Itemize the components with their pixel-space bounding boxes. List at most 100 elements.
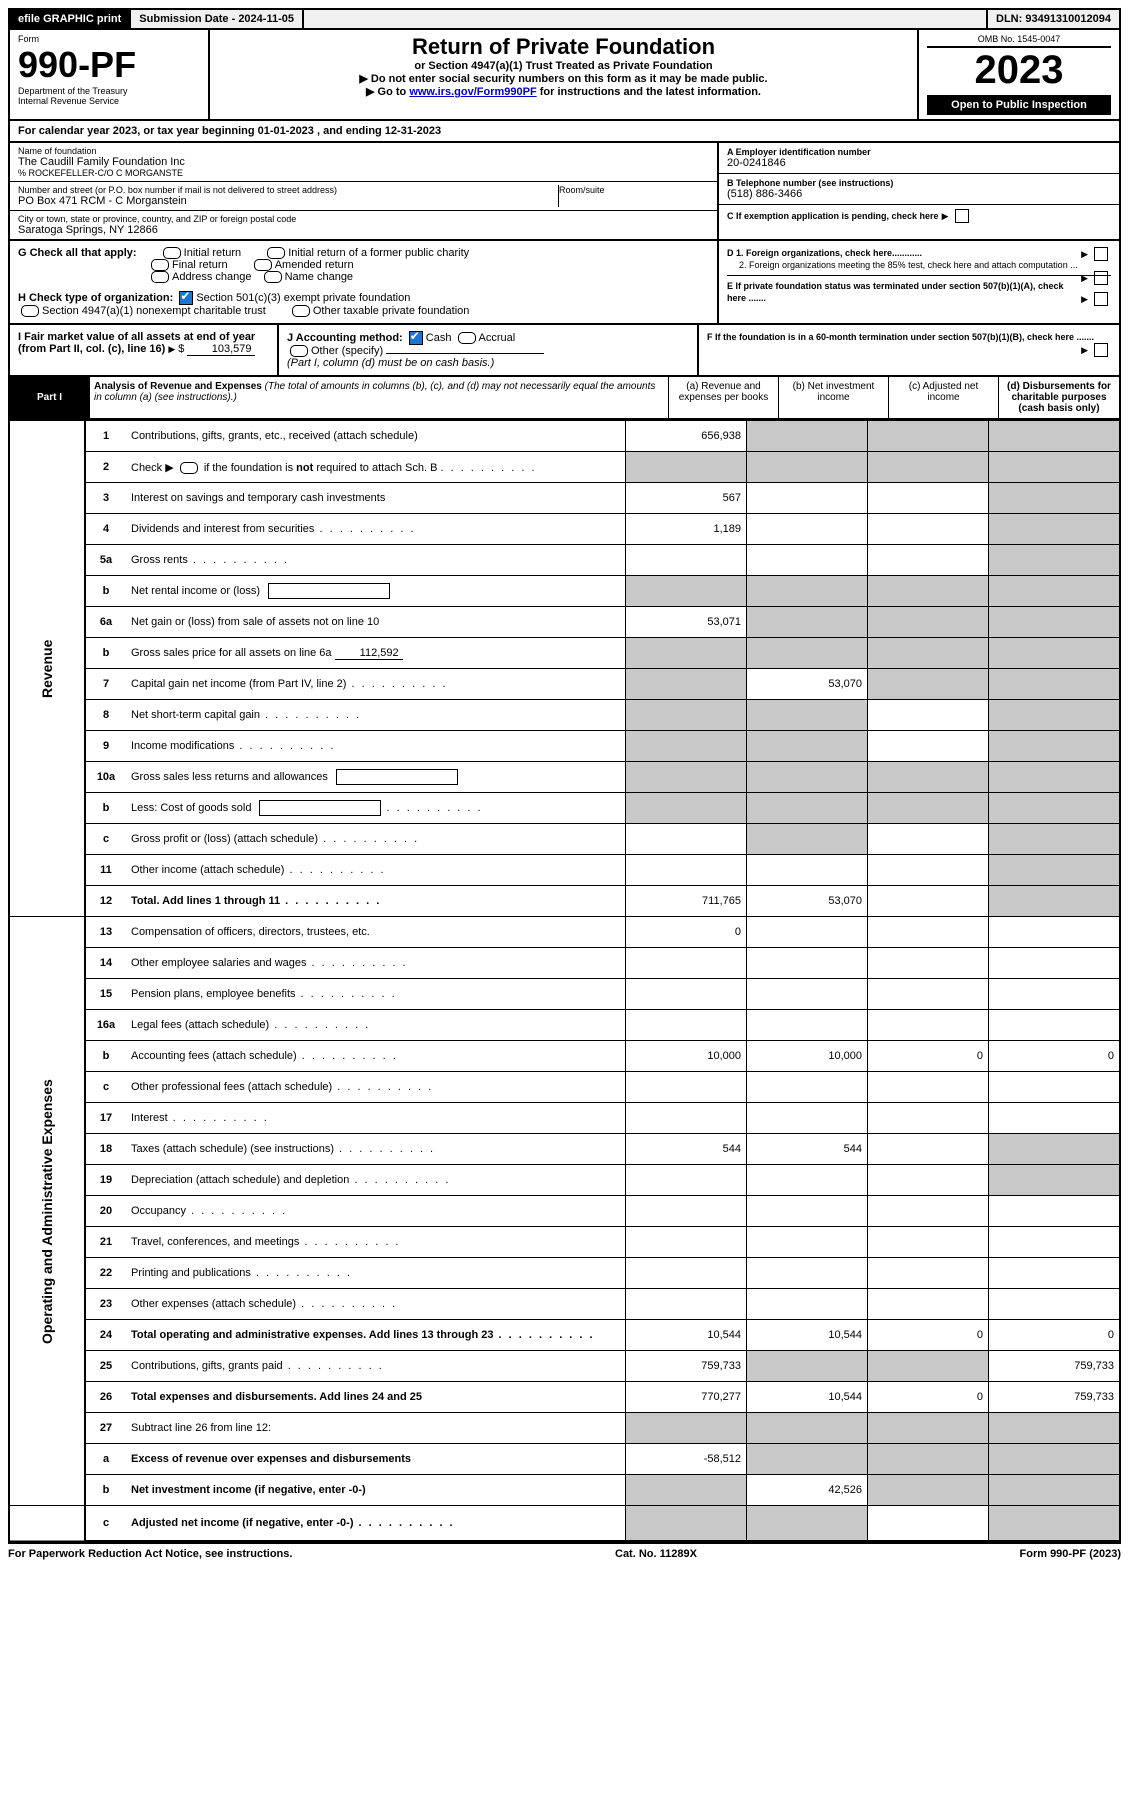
line-5b-desc: Net rental income or (loss) (126, 576, 626, 607)
line-16b-c: 0 (868, 1041, 989, 1072)
line-16a-desc: Legal fees (attach schedule) (126, 1010, 626, 1041)
phone-label: B Telephone number (see instructions) (727, 178, 1111, 188)
line-13-a: 0 (626, 917, 747, 948)
form-header: Form 990-PF Department of the Treasury I… (8, 30, 1121, 121)
col-c-head: (c) Adjusted net income (889, 377, 999, 418)
col-a-head: (a) Revenue and expenses per books (669, 377, 779, 418)
line-12-a: 711,765 (626, 886, 747, 917)
phone: (518) 886-3466 (727, 188, 1111, 200)
g-initial-checkbox[interactable] (163, 247, 181, 259)
city-label: City or town, state or province, country… (18, 214, 709, 224)
line-4-a: 1,189 (626, 514, 747, 545)
line-5b-input[interactable] (268, 583, 390, 599)
line-26-c: 0 (868, 1382, 989, 1413)
line-24-desc: Total operating and administrative expen… (126, 1320, 626, 1351)
j-other-input[interactable] (386, 353, 544, 354)
open-to-public: Open to Public Inspection (927, 95, 1111, 115)
g-address-checkbox[interactable] (151, 271, 169, 283)
line-11-desc: Other income (attach schedule) (126, 855, 626, 886)
line-26-a: 770,277 (626, 1382, 747, 1413)
line-7-desc: Capital gain net income (from Part IV, l… (126, 669, 626, 700)
line-19-desc: Depreciation (attach schedule) and deple… (126, 1165, 626, 1196)
arrow-icon (1081, 247, 1111, 261)
line-24-d: 0 (989, 1320, 1121, 1351)
omb-number: OMB No. 1545-0047 (927, 34, 1111, 48)
h3-checkbox[interactable] (292, 305, 310, 317)
line-10a-desc: Gross sales less returns and allowances (126, 762, 626, 793)
h-label: H Check type of organization: (18, 292, 173, 304)
line-27a-desc: Excess of revenue over expenses and disb… (126, 1444, 626, 1475)
line-10a-input[interactable] (336, 769, 458, 785)
h2-checkbox[interactable] (21, 305, 39, 317)
arrow-icon (1081, 292, 1111, 306)
line-4-desc: Dividends and interest from securities (126, 514, 626, 545)
line-21-desc: Travel, conferences, and meetings (126, 1227, 626, 1258)
part1-label: Part I (10, 377, 90, 418)
line-2-desc: Check ▶ if the foundation is not require… (126, 452, 626, 483)
g-former-checkbox[interactable] (267, 247, 285, 259)
submission-date: Submission Date - 2024-11-05 (131, 10, 304, 28)
line-27b-b: 42,526 (747, 1475, 868, 1506)
line-26-d: 759,733 (989, 1382, 1121, 1413)
j-accrual-checkbox[interactable] (458, 332, 476, 344)
form-note2: ▶ Go to www.irs.gov/Form990PF for instru… (218, 85, 909, 98)
line-25-a: 759,733 (626, 1351, 747, 1382)
checkbox-section: G Check all that apply: Initial return I… (8, 241, 1121, 325)
form-subtitle: or Section 4947(a)(1) Trust Treated as P… (218, 60, 909, 72)
foundation-name: The Caudill Family Foundation Inc (18, 156, 709, 168)
line-17-desc: Interest (126, 1103, 626, 1134)
dln: DLN: 93491310012094 (986, 10, 1119, 28)
g-final-checkbox[interactable] (151, 259, 169, 271)
d2-checkbox[interactable] (1094, 271, 1108, 285)
d2-label: 2. Foreign organizations meeting the 85%… (739, 260, 1078, 270)
arrow-icon (1081, 343, 1111, 357)
line-25-desc: Contributions, gifts, grants paid (126, 1351, 626, 1382)
c-checkbox[interactable] (955, 209, 969, 223)
e-checkbox[interactable] (1094, 292, 1108, 306)
col-b-head: (b) Net investment income (779, 377, 889, 418)
line-16b-desc: Accounting fees (attach schedule) (126, 1041, 626, 1072)
i-j-row: I Fair market value of all assets at end… (8, 325, 1121, 377)
irs-label: Internal Revenue Service (18, 96, 200, 106)
line-18-a: 544 (626, 1134, 747, 1165)
line-27c-desc: Adjusted net income (if negative, enter … (126, 1506, 626, 1542)
line-14-desc: Other employee salaries and wages (126, 948, 626, 979)
line-8-desc: Net short-term capital gain (126, 700, 626, 731)
care-of: % ROCKEFELLER-C/O C MORGANSTE (18, 168, 709, 178)
city-state-zip: Saratoga Springs, NY 12866 (18, 224, 709, 236)
h1-checkbox[interactable] (179, 291, 193, 305)
g-amended-checkbox[interactable] (254, 259, 272, 271)
line-2-checkbox[interactable] (180, 462, 198, 474)
col-d-head: (d) Disbursements for charitable purpose… (999, 377, 1119, 418)
g-name-checkbox[interactable] (264, 271, 282, 283)
instructions-link[interactable]: www.irs.gov/Form990PF (409, 86, 536, 98)
ein: 20-0241846 (727, 157, 1111, 169)
j-cash-checkbox[interactable] (409, 331, 423, 345)
line-10b-input[interactable] (259, 800, 381, 816)
line-23-desc: Other expenses (attach schedule) (126, 1289, 626, 1320)
line-15-desc: Pension plans, employee benefits (126, 979, 626, 1010)
line-6a-desc: Net gain or (loss) from sale of assets n… (126, 607, 626, 638)
d1-checkbox[interactable] (1094, 247, 1108, 261)
footer-left: For Paperwork Reduction Act Notice, see … (8, 1548, 292, 1560)
line-13-desc: Compensation of officers, directors, tru… (126, 917, 626, 948)
line-27b-desc: Net investment income (if negative, ente… (126, 1475, 626, 1506)
g-row: G Check all that apply: Initial return I… (18, 247, 709, 283)
line-5a-desc: Gross rents (126, 545, 626, 576)
line-16b-b: 10,000 (747, 1041, 868, 1072)
f-checkbox[interactable] (1094, 343, 1108, 357)
e-label: E If private foundation status was termi… (727, 281, 1064, 303)
line-16b-d: 0 (989, 1041, 1121, 1072)
line-26-desc: Total expenses and disbursements. Add li… (126, 1382, 626, 1413)
line-6a-a: 53,071 (626, 607, 747, 638)
line-9-desc: Income modifications (126, 731, 626, 762)
entity-info: Name of foundation The Caudill Family Fo… (8, 143, 1121, 241)
j-other-checkbox[interactable] (290, 345, 308, 357)
efile-label[interactable]: efile GRAPHIC print (10, 10, 131, 28)
line-26-b: 10,544 (747, 1382, 868, 1413)
line-10c-desc: Gross profit or (loss) (attach schedule) (126, 824, 626, 855)
line-12-desc: Total. Add lines 1 through 11 (126, 886, 626, 917)
line-18-b: 544 (747, 1134, 868, 1165)
j-note: (Part I, column (d) must be on cash basi… (287, 357, 494, 369)
line-7-b: 53,070 (747, 669, 868, 700)
